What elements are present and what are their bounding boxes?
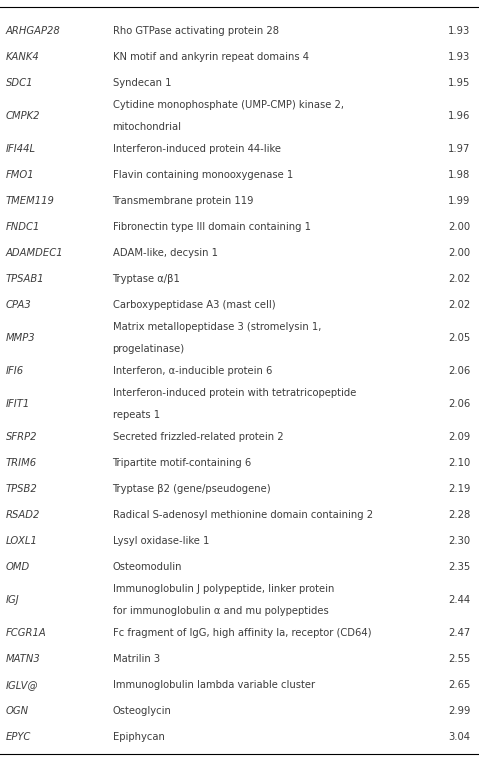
- Text: 2.30: 2.30: [448, 536, 470, 546]
- Text: Epiphycan: Epiphycan: [113, 732, 164, 742]
- Text: 1.99: 1.99: [448, 196, 470, 206]
- Text: MATN3: MATN3: [6, 654, 41, 664]
- Text: RSAD2: RSAD2: [6, 510, 40, 520]
- Text: 1.98: 1.98: [448, 170, 470, 180]
- Text: 1.97: 1.97: [448, 144, 470, 154]
- Text: Interferon-induced protein 44-like: Interferon-induced protein 44-like: [113, 144, 281, 154]
- Text: TMEM119: TMEM119: [6, 196, 55, 206]
- Text: Osteoglycin: Osteoglycin: [113, 706, 171, 716]
- Text: repeats 1: repeats 1: [113, 410, 160, 419]
- Text: Rho GTPase activating protein 28: Rho GTPase activating protein 28: [113, 26, 279, 36]
- Text: 1.93: 1.93: [448, 26, 470, 36]
- Text: SFRP2: SFRP2: [6, 432, 37, 442]
- Text: Matrilin 3: Matrilin 3: [113, 654, 160, 664]
- Text: Interferon, α-inducible protein 6: Interferon, α-inducible protein 6: [113, 366, 272, 376]
- Text: 2.28: 2.28: [448, 510, 470, 520]
- Text: Osteomodulin: Osteomodulin: [113, 562, 182, 572]
- Text: Lysyl oxidase-like 1: Lysyl oxidase-like 1: [113, 536, 209, 546]
- Text: 3.04: 3.04: [448, 732, 470, 742]
- Text: OMD: OMD: [6, 562, 30, 572]
- Text: 2.44: 2.44: [448, 595, 470, 605]
- Text: FCGR1A: FCGR1A: [6, 628, 46, 638]
- Text: CPA3: CPA3: [6, 300, 32, 310]
- Text: 2.10: 2.10: [448, 458, 470, 468]
- Text: FMO1: FMO1: [6, 170, 34, 180]
- Text: Fibronectin type III domain containing 1: Fibronectin type III domain containing 1: [113, 222, 310, 232]
- Text: for immunoglobulin α and mu polypeptides: for immunoglobulin α and mu polypeptides: [113, 606, 328, 616]
- Text: FNDC1: FNDC1: [6, 222, 40, 232]
- Text: KN motif and ankyrin repeat domains 4: KN motif and ankyrin repeat domains 4: [113, 52, 308, 62]
- Text: Fc fragment of IgG, high affinity Ia, receptor (CD64): Fc fragment of IgG, high affinity Ia, re…: [113, 628, 371, 638]
- Text: Radical S-adenosyl methionine domain containing 2: Radical S-adenosyl methionine domain con…: [113, 510, 373, 520]
- Text: 2.19: 2.19: [448, 484, 470, 494]
- Text: 2.06: 2.06: [448, 399, 470, 409]
- Text: Flavin containing monooxygenase 1: Flavin containing monooxygenase 1: [113, 170, 293, 180]
- Text: 2.05: 2.05: [448, 333, 470, 343]
- Text: Tryptase α/β1: Tryptase α/β1: [113, 274, 181, 284]
- Text: ARHGAP28: ARHGAP28: [6, 26, 60, 36]
- Text: 2.65: 2.65: [448, 680, 470, 690]
- Text: mitochondrial: mitochondrial: [113, 122, 182, 132]
- Text: 2.55: 2.55: [448, 654, 470, 664]
- Text: 2.02: 2.02: [448, 300, 470, 310]
- Text: OGN: OGN: [6, 706, 29, 716]
- Text: 1.96: 1.96: [448, 111, 470, 121]
- Text: SDC1: SDC1: [6, 78, 33, 88]
- Text: progelatinase): progelatinase): [113, 344, 185, 354]
- Text: Interferon-induced protein with tetratricopeptide: Interferon-induced protein with tetratri…: [113, 389, 356, 398]
- Text: 1.93: 1.93: [448, 52, 470, 62]
- Text: Matrix metallopeptidase 3 (stromelysin 1,: Matrix metallopeptidase 3 (stromelysin 1…: [113, 322, 321, 332]
- Text: 2.47: 2.47: [448, 628, 470, 638]
- Text: ADAM-like, decysin 1: ADAM-like, decysin 1: [113, 248, 217, 258]
- Text: 2.00: 2.00: [448, 222, 470, 232]
- Text: 2.35: 2.35: [448, 562, 470, 572]
- Text: MMP3: MMP3: [6, 333, 35, 343]
- Text: TRIM6: TRIM6: [6, 458, 37, 468]
- Text: 2.99: 2.99: [448, 706, 470, 716]
- Text: IGLV@: IGLV@: [6, 680, 38, 690]
- Text: IGJ: IGJ: [6, 595, 20, 605]
- Text: 2.02: 2.02: [448, 274, 470, 284]
- Text: IFI6: IFI6: [6, 366, 24, 376]
- Text: EPYC: EPYC: [6, 732, 31, 742]
- Text: 2.06: 2.06: [448, 366, 470, 376]
- Text: CMPK2: CMPK2: [6, 111, 40, 121]
- Text: LOXL1: LOXL1: [6, 536, 38, 546]
- Text: Transmembrane protein 119: Transmembrane protein 119: [113, 196, 254, 206]
- Text: 1.95: 1.95: [448, 78, 470, 88]
- Text: IFIT1: IFIT1: [6, 399, 30, 409]
- Text: Immunoglobulin lambda variable cluster: Immunoglobulin lambda variable cluster: [113, 680, 315, 690]
- Text: 2.00: 2.00: [448, 248, 470, 258]
- Text: Immunoglobulin J polypeptide, linker protein: Immunoglobulin J polypeptide, linker pro…: [113, 584, 334, 594]
- Text: IFI44L: IFI44L: [6, 144, 36, 154]
- Text: Tryptase β2 (gene/pseudogene): Tryptase β2 (gene/pseudogene): [113, 484, 271, 494]
- Text: TPSB2: TPSB2: [6, 484, 37, 494]
- Text: TPSAB1: TPSAB1: [6, 274, 45, 284]
- Text: ADAMDEC1: ADAMDEC1: [6, 248, 63, 258]
- Text: Secreted frizzled-related protein 2: Secreted frizzled-related protein 2: [113, 432, 283, 442]
- Text: KANK4: KANK4: [6, 52, 39, 62]
- Text: Carboxypeptidase A3 (mast cell): Carboxypeptidase A3 (mast cell): [113, 300, 275, 310]
- Text: Tripartite motif-containing 6: Tripartite motif-containing 6: [113, 458, 252, 468]
- Text: Cytidine monophosphate (UMP-CMP) kinase 2,: Cytidine monophosphate (UMP-CMP) kinase …: [113, 100, 343, 110]
- Text: Syndecan 1: Syndecan 1: [113, 78, 171, 88]
- Text: 2.09: 2.09: [448, 432, 470, 442]
